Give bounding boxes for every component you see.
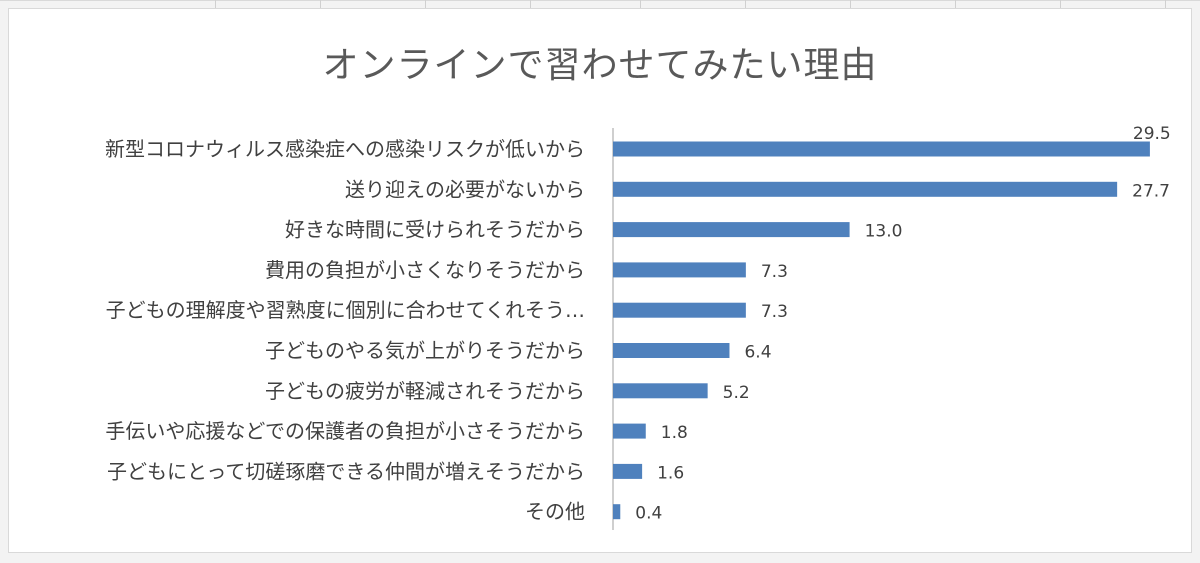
data-label: 27.7 <box>1132 181 1170 201</box>
sheet-column-line <box>955 0 956 10</box>
bar[interactable] <box>613 181 1118 197</box>
data-label: 1.6 <box>657 463 684 483</box>
category-label: 新型コロナウィルス感染症への感染リスクが低いから <box>105 137 585 161</box>
sheet-column-line <box>745 0 746 10</box>
data-label: 7.3 <box>761 262 788 282</box>
category-label: 費用の負担が小さくなりそうだから <box>265 258 585 282</box>
sheet-column-line <box>1060 0 1061 10</box>
chart-area[interactable] <box>8 8 1192 553</box>
category-label: 好きな時間に受けられそうだから <box>285 218 585 242</box>
sheet-column-line <box>215 0 216 10</box>
chart-title: オンラインで習わせてみたい理由 <box>322 45 878 86</box>
bar[interactable] <box>613 262 746 278</box>
data-label: 29.5 <box>1133 124 1171 144</box>
sheet-column-line <box>320 0 321 10</box>
category-label: 子どものやる気が上がりそうだから <box>265 339 585 363</box>
sheet-column-line <box>425 0 426 10</box>
category-label: 子どもの理解度や習熟度に個別に合わせてくれそう… <box>106 298 585 322</box>
bar[interactable] <box>613 383 708 399</box>
category-label: その他 <box>525 500 585 524</box>
category-label: 手伝いや応援などでの保護者の負担が小さそうだから <box>105 419 585 443</box>
data-label: 0.4 <box>635 504 662 524</box>
sheet-column-line <box>850 0 851 10</box>
bar[interactable] <box>613 504 621 520</box>
sheet-column-line <box>640 0 641 10</box>
sheet-column-line <box>1165 0 1166 10</box>
category-label: 子どもの疲労が軽減されそうだから <box>265 379 585 403</box>
bar[interactable] <box>613 141 1150 157</box>
sheet-column-line <box>530 0 531 10</box>
data-label: 1.8 <box>661 423 688 443</box>
category-label: 子どもにとって切磋琢磨できる仲間が増えそうだから <box>107 459 585 483</box>
sheet-column-lines <box>0 0 1200 10</box>
bar[interactable] <box>613 222 850 238</box>
data-label: 13.0 <box>865 222 903 242</box>
data-label: 6.4 <box>744 343 771 363</box>
bar[interactable] <box>613 343 730 358</box>
data-label: 7.3 <box>761 302 788 322</box>
data-label: 5.2 <box>723 383 750 403</box>
bar[interactable] <box>613 423 646 439</box>
bar[interactable] <box>613 302 746 318</box>
bar[interactable] <box>613 463 643 479</box>
category-label: 送り迎えの必要がないから <box>345 177 585 201</box>
